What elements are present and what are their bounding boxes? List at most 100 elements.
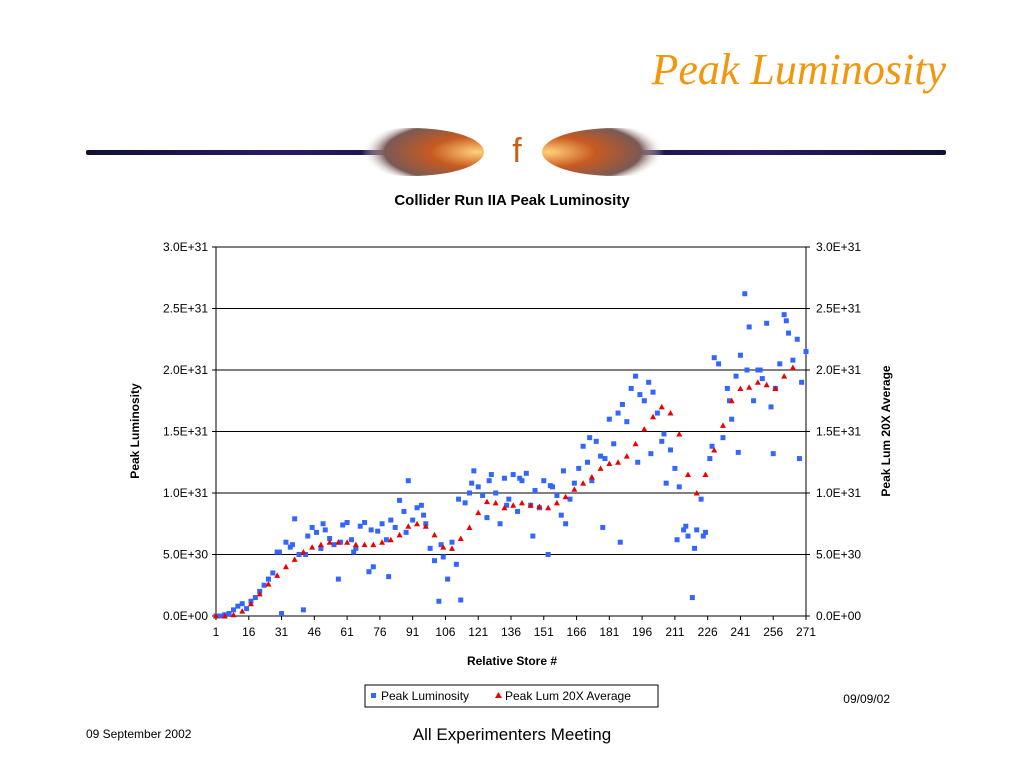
- data-point-peak-luminosity: [456, 496, 462, 502]
- data-point-average: [571, 486, 578, 492]
- data-point-peak-luminosity: [635, 459, 641, 465]
- data-point-peak-luminosity: [735, 449, 741, 455]
- data-point-peak-luminosity: [322, 527, 328, 533]
- y-tick-label: 2.0E+31: [163, 363, 208, 377]
- data-point-peak-luminosity: [558, 512, 564, 518]
- data-point-peak-luminosity: [606, 416, 612, 422]
- data-point-peak-luminosity: [694, 527, 700, 533]
- data-point-average: [597, 465, 604, 471]
- data-point-peak-luminosity: [331, 542, 337, 548]
- data-point-average: [641, 426, 648, 432]
- data-point-peak-luminosity: [663, 480, 669, 486]
- x-tick-label: 46: [308, 625, 322, 639]
- data-point-average: [213, 613, 219, 619]
- y-tick-label: 1.5E+31: [163, 425, 208, 439]
- data-point-peak-luminosity: [432, 558, 438, 564]
- data-point-peak-luminosity: [475, 484, 481, 490]
- data-point-average: [239, 608, 246, 614]
- data-point-average: [667, 410, 674, 416]
- data-point-average: [746, 384, 753, 390]
- data-point-peak-luminosity: [746, 324, 752, 330]
- y2-tick-label: 2.0E+31: [816, 363, 861, 377]
- data-point-average: [309, 544, 316, 550]
- data-point-average: [344, 539, 351, 545]
- data-point-average: [457, 535, 464, 542]
- data-point-peak-luminosity: [545, 552, 551, 557]
- data-point-peak-luminosity: [659, 438, 665, 444]
- x-tick-label: 16: [242, 625, 256, 639]
- data-point-peak-luminosity: [554, 492, 560, 498]
- data-point-peak-luminosity: [309, 524, 315, 530]
- data-point-peak-luminosity: [445, 576, 451, 582]
- data-point-peak-luminosity: [668, 447, 674, 453]
- data-point-average: [422, 523, 429, 529]
- x-tick-label: 256: [763, 625, 783, 639]
- data-point-average: [431, 531, 438, 538]
- data-point-peak-luminosity: [392, 524, 398, 530]
- y2-tick-label: 1.5E+31: [816, 425, 861, 439]
- data-point-peak-luminosity: [794, 336, 800, 342]
- data-point-peak-luminosity: [270, 570, 276, 576]
- data-point-average: [501, 504, 508, 511]
- y-tick-label: 3.0E+31: [163, 240, 208, 254]
- data-point-peak-luminosity: [252, 595, 258, 601]
- data-point-peak-luminosity: [279, 611, 285, 617]
- data-point-peak-luminosity: [458, 597, 464, 603]
- y-tick-label: 2.5E+31: [163, 302, 208, 316]
- data-point-peak-luminosity: [235, 603, 241, 609]
- data-point-peak-luminosity: [709, 443, 715, 449]
- data-point-peak-luminosity: [733, 373, 739, 379]
- title-divider: f: [86, 128, 946, 176]
- series-peak-lum-average: [213, 364, 796, 619]
- data-point-peak-luminosity: [646, 379, 652, 385]
- data-point-peak-luminosity: [320, 521, 326, 527]
- data-point-peak-luminosity: [617, 539, 623, 545]
- data-point-peak-luminosity: [547, 483, 553, 489]
- data-point-peak-luminosity: [681, 527, 687, 533]
- data-point-peak-luminosity: [340, 522, 346, 528]
- x-tick-label: 151: [534, 625, 554, 639]
- data-point-average: [265, 581, 272, 587]
- data-point-peak-luminosity: [692, 545, 698, 551]
- data-point-peak-luminosity: [510, 472, 516, 478]
- data-point-peak-luminosity: [357, 523, 363, 529]
- x-tick-label: 76: [373, 625, 387, 639]
- data-point-peak-luminosity: [768, 404, 774, 410]
- x-tick-label: 106: [435, 625, 455, 639]
- data-point-average: [256, 590, 263, 597]
- data-point-peak-luminosity: [351, 549, 357, 555]
- divider-swoosh-left: [340, 128, 484, 176]
- data-point-peak-luminosity: [471, 468, 477, 474]
- data-point-peak-luminosity: [300, 607, 306, 613]
- data-point-peak-luminosity: [344, 520, 350, 526]
- data-point-peak-luminosity: [414, 505, 420, 511]
- data-point-peak-luminosity: [676, 484, 682, 490]
- data-point-average: [492, 499, 499, 506]
- legend-triangle-marker: [495, 692, 502, 698]
- data-point-average: [361, 541, 368, 548]
- data-point-peak-luminosity: [484, 515, 490, 521]
- data-point-peak-luminosity: [689, 595, 695, 601]
- data-point-peak-luminosity: [633, 373, 639, 379]
- data-point-peak-luminosity: [611, 441, 617, 447]
- data-point-peak-luminosity: [292, 516, 298, 522]
- data-point-peak-luminosity: [318, 545, 324, 551]
- data-point-peak-luminosity: [593, 438, 599, 444]
- data-point-peak-luminosity: [276, 549, 282, 555]
- data-point-average: [702, 471, 709, 478]
- legend: Peak Luminosity Peak Lum 20X Average: [364, 684, 659, 708]
- data-point-peak-luminosity: [724, 385, 730, 391]
- data-point-peak-luminosity: [541, 478, 547, 484]
- x-tick-label: 136: [501, 625, 521, 639]
- data-point-peak-luminosity: [674, 537, 680, 543]
- divider-glyph: f: [512, 132, 522, 170]
- data-point-peak-luminosity: [796, 456, 802, 462]
- data-point-average: [545, 504, 552, 511]
- data-point-peak-luminosity: [504, 502, 510, 508]
- data-point-peak-luminosity: [427, 545, 433, 551]
- y-tick-label: 1.0E+31: [163, 486, 208, 500]
- data-point-peak-luminosity: [580, 443, 586, 449]
- data-point-peak-luminosity: [648, 451, 654, 457]
- data-point-peak-luminosity: [386, 574, 392, 580]
- series-peak-luminosity: [213, 291, 809, 619]
